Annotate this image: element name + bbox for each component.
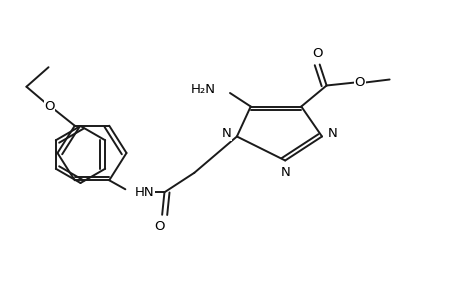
Text: H₂N: H₂N <box>191 83 216 97</box>
Text: O: O <box>354 76 364 89</box>
Text: N: N <box>221 127 231 140</box>
Text: O: O <box>154 220 165 233</box>
Text: HN: HN <box>134 186 154 199</box>
Text: O: O <box>44 100 55 113</box>
Text: O: O <box>312 47 322 61</box>
Text: N: N <box>327 127 336 140</box>
Text: N: N <box>280 166 290 179</box>
